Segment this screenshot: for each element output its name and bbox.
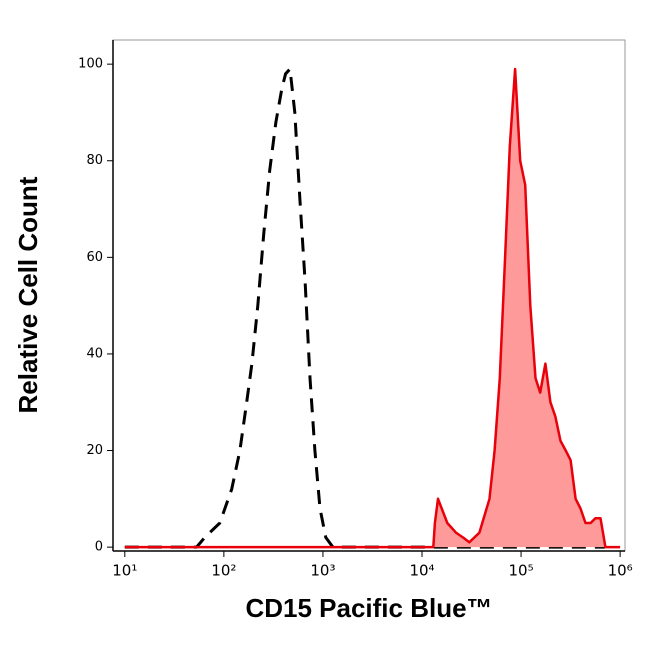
y-tick-label: 100 — [78, 57, 103, 72]
x-tick-label: 10¹ — [112, 562, 137, 580]
x-tick-label: 10⁵ — [509, 562, 534, 580]
y-tick-label: 20 — [86, 443, 103, 458]
series-line — [124, 67, 621, 549]
x-tick-label: 10⁴ — [409, 562, 434, 580]
y-axis-title: Relative Cell Count — [13, 176, 43, 413]
y-tick-label: 40 — [86, 346, 103, 361]
x-tick-label: 10² — [211, 562, 236, 580]
y-tick-label: 0 — [95, 540, 103, 555]
x-tick-label: 10⁶ — [608, 562, 633, 580]
x-axis-title: CD15 Pacific Blue™ — [245, 593, 492, 623]
series-line — [124, 67, 605, 549]
y-tick-label: 60 — [86, 250, 103, 265]
area-fill — [124, 69, 621, 548]
y-tick-label: 80 — [86, 153, 103, 168]
x-tick-label: 10³ — [310, 562, 335, 580]
